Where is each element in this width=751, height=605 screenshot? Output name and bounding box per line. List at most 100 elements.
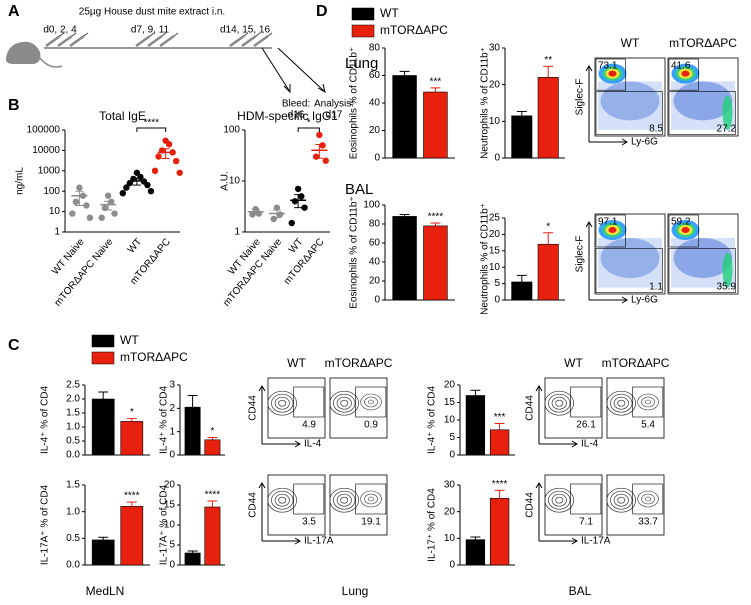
gate xyxy=(570,386,602,418)
dose-days: d0, 2, 4 xyxy=(43,25,77,36)
y-tick-label: 2 xyxy=(169,403,175,414)
contour xyxy=(274,396,290,410)
significance: * xyxy=(307,118,311,129)
contour xyxy=(329,487,360,513)
density-band xyxy=(673,238,733,278)
data-point xyxy=(111,210,118,217)
y-tick-label: 10 xyxy=(229,176,241,187)
y-tick-label: 1.5 xyxy=(66,480,80,491)
data-point xyxy=(273,204,281,211)
data-point xyxy=(123,184,130,191)
contour xyxy=(548,490,571,510)
y-tick-label: 20 xyxy=(444,506,456,517)
panel-label: A xyxy=(8,3,20,20)
bar xyxy=(537,77,559,159)
gate xyxy=(632,386,664,418)
bar xyxy=(120,506,144,566)
gate-value: 7.1 xyxy=(579,516,593,527)
data-point xyxy=(294,185,302,193)
plot-y-label: CD44 xyxy=(525,395,536,421)
data-point xyxy=(155,153,162,160)
syringe xyxy=(45,34,61,48)
contour xyxy=(544,390,574,416)
y-axis-label: IL-17A⁺ % of CD4 xyxy=(159,484,170,565)
y-tick-label: 1.5 xyxy=(66,408,80,419)
data-point xyxy=(69,210,76,217)
bar xyxy=(91,398,115,456)
y-tick-label: 80 xyxy=(369,43,381,54)
gate-value: 5.4 xyxy=(641,419,655,430)
data-point xyxy=(151,167,159,174)
flow-plot xyxy=(667,57,739,137)
bar xyxy=(91,539,115,566)
contour xyxy=(610,490,633,510)
gate xyxy=(668,214,699,248)
y-axis-label: A.U. xyxy=(220,171,231,190)
gate xyxy=(570,483,602,515)
contour xyxy=(278,399,287,407)
arrow xyxy=(277,47,326,94)
y-tick-label: 10 xyxy=(444,415,456,426)
contour xyxy=(544,487,574,513)
bar xyxy=(184,406,201,456)
legend-label: mTORΔAPC xyxy=(120,350,188,364)
bar xyxy=(511,115,533,159)
flow-plot xyxy=(594,57,666,137)
bar xyxy=(489,498,510,566)
syringe-plunger xyxy=(59,32,65,37)
panel-label: D xyxy=(316,3,328,20)
bleed-day: d16 xyxy=(288,110,305,121)
contour xyxy=(333,393,356,413)
y-tick-label: 5 xyxy=(169,540,175,551)
mouse-tail xyxy=(39,57,63,68)
y-tick-label: 10000 xyxy=(32,145,60,156)
y-axis-label: IL-17⁺ % of CD4 xyxy=(427,488,438,562)
gate-value: 33.7 xyxy=(638,516,658,527)
significance: * xyxy=(130,407,134,418)
gate-value: 97.1 xyxy=(598,217,618,228)
contour xyxy=(641,493,655,505)
gate-value: 73.1 xyxy=(598,61,618,72)
section-label: BAL xyxy=(345,181,373,198)
gate xyxy=(595,214,626,248)
syringe-plunger xyxy=(173,32,179,37)
plot-y-label: Siglec-F xyxy=(575,236,586,273)
y-tick-label: 0 xyxy=(494,295,500,306)
legend-swatch xyxy=(91,351,115,365)
data-point xyxy=(108,198,115,206)
bar xyxy=(392,75,417,159)
y-tick-label: 10 xyxy=(164,520,176,531)
axis-arrow xyxy=(535,385,578,448)
chart-title: Total IgE xyxy=(99,109,146,123)
x-tick-label: WT xyxy=(287,237,305,256)
y-tick-label: 100 xyxy=(363,200,380,211)
data-point xyxy=(319,142,326,149)
contour xyxy=(606,487,636,513)
gate-value: 0.9 xyxy=(364,419,378,430)
contour xyxy=(364,396,378,408)
panel-label: B xyxy=(8,97,20,114)
y-axis-label: IL-4⁺ % of CD4 xyxy=(427,386,438,455)
gate xyxy=(668,91,736,135)
analysis: Analysis: xyxy=(314,99,354,110)
legend-swatch xyxy=(351,7,375,21)
data-point xyxy=(72,198,80,206)
y-tick-label: 100 xyxy=(223,125,240,136)
gate-value: 41.6 xyxy=(671,61,691,72)
y-tick-label: 2.5 xyxy=(66,380,80,391)
gate xyxy=(293,386,325,418)
significance: * xyxy=(546,221,550,232)
significance: **** xyxy=(492,479,508,490)
gate-value: 27.2 xyxy=(717,124,737,135)
y-tick-label: 5 xyxy=(449,432,455,443)
contour xyxy=(548,393,571,413)
y-tick-label: 1.0 xyxy=(66,422,80,433)
axis-arrow xyxy=(258,385,301,448)
y-tick-label: 10 xyxy=(444,533,456,544)
y-tick-label: 0 xyxy=(449,560,455,571)
mouse xyxy=(5,41,41,64)
y-tick-label: 80 xyxy=(369,219,381,230)
gate-value: 4.9 xyxy=(302,419,316,430)
data-point xyxy=(176,169,183,176)
bar xyxy=(423,91,448,159)
